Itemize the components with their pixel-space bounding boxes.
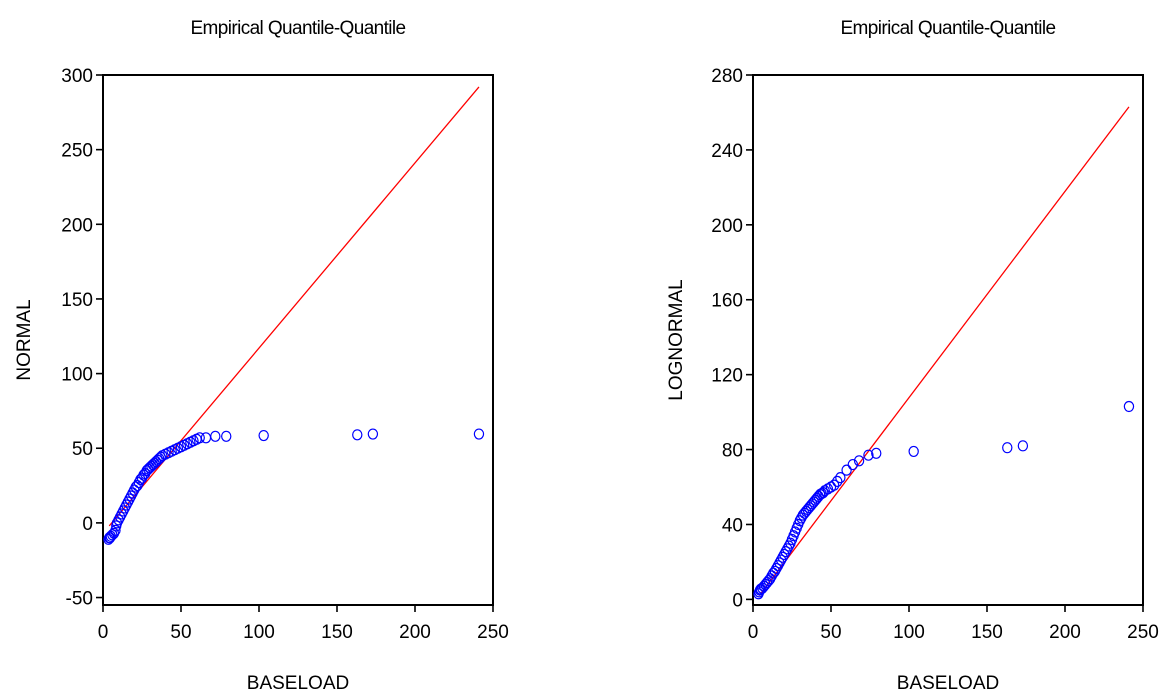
data-point	[832, 475, 843, 487]
data-point	[828, 479, 840, 491]
data-point	[794, 515, 806, 527]
y-tick-label: 40	[722, 515, 743, 536]
y-tick-label: 80	[722, 441, 743, 462]
y-tick-label: 280	[711, 66, 743, 87]
chart-1: Empirical Quantile-Quantile-500501001502…	[14, 18, 509, 694]
data-point	[908, 445, 919, 458]
y-tick-label: 200	[61, 215, 93, 236]
data-point	[221, 430, 232, 442]
y-tick-label: 200	[711, 216, 743, 237]
x-tick-label: 200	[1049, 622, 1081, 643]
y-tick-label: 0	[82, 514, 93, 535]
data-point	[774, 557, 785, 569]
data-point	[782, 543, 793, 555]
chart-title: Empirical Quantile-Quantile	[840, 18, 1055, 39]
y-tick-label: 240	[711, 141, 743, 162]
x-tick-label: 50	[820, 622, 841, 643]
x-tick-label: 250	[477, 622, 509, 643]
data-point	[847, 458, 859, 471]
plot-frame	[102, 74, 494, 606]
x-tick-label: 150	[321, 622, 353, 643]
data-point	[771, 562, 782, 575]
data-point	[780, 546, 791, 558]
data-point	[863, 449, 874, 461]
x-tick-label: 50	[170, 622, 191, 643]
data-point	[769, 565, 781, 577]
data-point	[777, 551, 788, 563]
reference-line	[758, 106, 1130, 597]
x-tick-label: 150	[971, 622, 1003, 643]
data-point	[772, 560, 784, 572]
data-point	[367, 428, 379, 440]
y-tick-label: 50	[72, 439, 93, 460]
x-axis-label: BASELOAD	[247, 673, 349, 694]
x-tick-label: 0	[98, 622, 109, 643]
data-point	[352, 429, 363, 441]
data-point	[1017, 440, 1029, 452]
data-point	[764, 573, 776, 585]
y-axis-label: LOGNORMAL	[666, 279, 687, 400]
data-point	[783, 540, 795, 552]
data-point	[779, 548, 790, 561]
data-point	[473, 428, 485, 440]
data-point	[871, 447, 882, 459]
plot-frame	[752, 74, 1144, 606]
y-tick-label: 300	[61, 66, 93, 87]
y-tick-label: -50	[66, 589, 93, 610]
data-point	[1123, 400, 1135, 413]
data-point	[210, 430, 221, 442]
y-tick-label: 120	[711, 366, 743, 387]
y-tick-label: 250	[61, 141, 93, 162]
data-point	[853, 455, 865, 467]
data-point	[835, 472, 846, 484]
y-tick-label: 150	[61, 290, 93, 311]
y-tick-label: 0	[732, 590, 743, 611]
data-point	[775, 554, 787, 566]
data-point	[258, 429, 269, 442]
data-point	[110, 524, 121, 536]
x-tick-label: 200	[399, 622, 431, 643]
x-tick-label: 100	[243, 622, 275, 643]
data-point	[200, 432, 212, 444]
y-tick-label: 160	[711, 291, 743, 312]
data-point	[1002, 442, 1013, 454]
data-point	[841, 464, 852, 476]
chart-2: Empirical Quantile-Quantile 0 40 80 120 160 20…	[666, 18, 1159, 694]
chart-title: Empirical Quantile-Quantile	[190, 18, 405, 39]
x-tick-label: 0	[748, 622, 759, 643]
y-axis-label: NORMAL	[14, 299, 35, 380]
x-axis-label: BASELOAD	[897, 673, 999, 694]
x-tick-label: 100	[893, 622, 925, 643]
data-point	[194, 432, 205, 444]
x-tick-label: 250	[1127, 622, 1159, 643]
y-tick-label: 100	[61, 365, 93, 386]
